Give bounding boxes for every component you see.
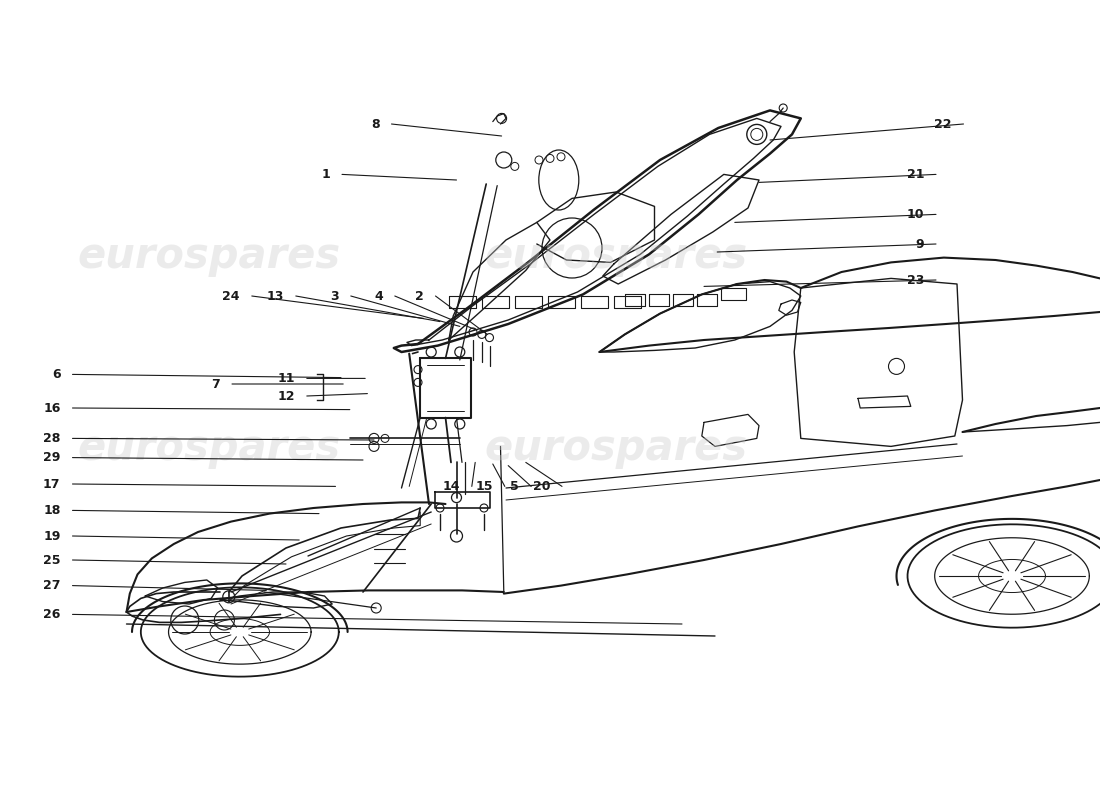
Text: 25: 25 (43, 554, 60, 566)
Text: eurospares: eurospares (484, 427, 748, 469)
Text: 19: 19 (43, 530, 60, 542)
Text: eurospares: eurospares (484, 235, 748, 277)
Text: 16: 16 (43, 402, 60, 414)
Text: 2: 2 (415, 290, 424, 302)
Text: 14: 14 (442, 480, 460, 493)
Text: 1: 1 (321, 168, 330, 181)
Text: 21: 21 (906, 168, 924, 181)
Text: 12: 12 (277, 390, 295, 402)
Text: 10: 10 (906, 208, 924, 221)
Text: 17: 17 (43, 478, 60, 490)
Text: 20: 20 (532, 480, 550, 493)
Text: 27: 27 (43, 579, 60, 592)
Text: 15: 15 (475, 480, 493, 493)
Text: 7: 7 (211, 378, 220, 390)
Text: 3: 3 (330, 290, 339, 302)
Text: 6: 6 (52, 368, 60, 381)
Text: 23: 23 (906, 274, 924, 286)
Text: 11: 11 (277, 372, 295, 385)
Text: 26: 26 (43, 608, 60, 621)
Text: eurospares: eurospares (77, 427, 341, 469)
Text: 5: 5 (510, 480, 519, 493)
Text: 9: 9 (915, 238, 924, 250)
Text: 22: 22 (934, 118, 952, 130)
Text: eurospares: eurospares (77, 235, 341, 277)
Text: 18: 18 (43, 504, 60, 517)
Text: 8: 8 (371, 118, 380, 130)
Text: 28: 28 (43, 432, 60, 445)
Text: 4: 4 (374, 290, 383, 302)
Text: 29: 29 (43, 451, 60, 464)
Text: 24: 24 (222, 290, 240, 302)
Text: 13: 13 (266, 290, 284, 302)
